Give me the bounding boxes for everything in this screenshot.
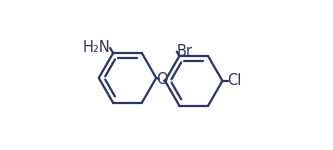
Text: O: O [156, 72, 167, 87]
Text: Br: Br [177, 44, 193, 59]
Text: H₂N: H₂N [83, 40, 110, 56]
Text: Cl: Cl [227, 73, 242, 88]
